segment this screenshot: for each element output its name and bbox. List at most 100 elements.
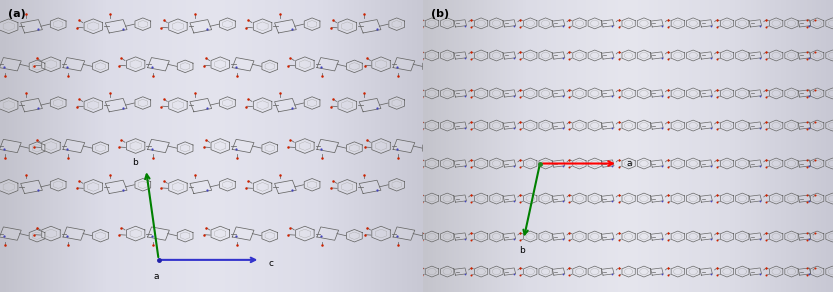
Polygon shape: [651, 160, 663, 167]
Polygon shape: [637, 193, 651, 204]
Polygon shape: [359, 20, 381, 33]
Polygon shape: [92, 60, 108, 73]
Polygon shape: [0, 139, 21, 153]
Polygon shape: [770, 231, 783, 242]
Polygon shape: [426, 193, 438, 204]
Polygon shape: [749, 160, 761, 167]
Polygon shape: [785, 266, 798, 277]
Polygon shape: [736, 120, 749, 131]
Polygon shape: [573, 266, 586, 277]
Polygon shape: [50, 97, 66, 109]
Polygon shape: [721, 18, 734, 29]
Polygon shape: [490, 120, 503, 131]
Polygon shape: [220, 178, 235, 191]
Polygon shape: [552, 90, 565, 97]
Polygon shape: [317, 139, 338, 153]
Polygon shape: [721, 158, 734, 169]
Polygon shape: [686, 266, 700, 277]
Polygon shape: [601, 122, 614, 129]
Polygon shape: [671, 193, 685, 204]
Polygon shape: [552, 122, 565, 129]
Polygon shape: [169, 98, 187, 112]
Polygon shape: [671, 50, 685, 61]
Polygon shape: [50, 178, 66, 191]
Polygon shape: [637, 231, 651, 242]
Polygon shape: [588, 88, 601, 99]
Polygon shape: [826, 120, 833, 131]
Polygon shape: [686, 120, 700, 131]
Polygon shape: [296, 226, 314, 241]
Polygon shape: [700, 52, 712, 59]
Polygon shape: [275, 180, 297, 194]
Polygon shape: [490, 231, 503, 242]
Polygon shape: [671, 231, 685, 242]
Polygon shape: [749, 20, 761, 27]
Polygon shape: [811, 18, 824, 29]
Polygon shape: [503, 20, 516, 27]
Polygon shape: [637, 158, 651, 169]
Polygon shape: [798, 20, 811, 27]
Polygon shape: [454, 160, 466, 167]
Polygon shape: [785, 50, 798, 61]
Polygon shape: [622, 18, 636, 29]
Polygon shape: [552, 52, 565, 59]
Polygon shape: [622, 120, 636, 131]
Text: c: c: [269, 259, 274, 268]
Polygon shape: [190, 98, 212, 112]
Polygon shape: [651, 90, 663, 97]
Polygon shape: [92, 142, 108, 154]
Polygon shape: [601, 268, 614, 275]
Polygon shape: [426, 120, 438, 131]
Polygon shape: [826, 50, 833, 61]
Polygon shape: [826, 18, 833, 29]
Polygon shape: [190, 180, 212, 194]
Polygon shape: [253, 19, 272, 34]
Polygon shape: [135, 97, 151, 109]
Polygon shape: [539, 120, 552, 131]
Polygon shape: [84, 19, 102, 34]
Polygon shape: [454, 52, 466, 59]
Polygon shape: [651, 52, 663, 59]
Polygon shape: [490, 158, 503, 169]
Polygon shape: [127, 139, 145, 153]
Polygon shape: [21, 180, 42, 194]
Polygon shape: [135, 178, 151, 191]
Polygon shape: [503, 233, 516, 240]
Polygon shape: [651, 268, 663, 275]
Polygon shape: [524, 231, 537, 242]
Polygon shape: [475, 266, 487, 277]
Polygon shape: [686, 193, 700, 204]
Polygon shape: [785, 88, 798, 99]
Polygon shape: [601, 90, 614, 97]
Polygon shape: [539, 50, 552, 61]
Polygon shape: [426, 158, 438, 169]
Text: a: a: [154, 272, 159, 281]
Polygon shape: [552, 195, 565, 202]
Polygon shape: [573, 231, 586, 242]
Polygon shape: [359, 180, 381, 194]
Polygon shape: [798, 195, 811, 202]
Polygon shape: [770, 193, 783, 204]
Polygon shape: [736, 88, 749, 99]
Polygon shape: [372, 226, 391, 241]
Polygon shape: [503, 268, 516, 275]
Polygon shape: [426, 231, 438, 242]
Polygon shape: [296, 139, 314, 153]
Polygon shape: [21, 20, 42, 33]
Polygon shape: [826, 231, 833, 242]
Polygon shape: [588, 120, 601, 131]
Polygon shape: [573, 120, 586, 131]
Polygon shape: [105, 180, 127, 194]
Polygon shape: [177, 60, 193, 73]
Polygon shape: [211, 57, 230, 72]
Polygon shape: [42, 226, 60, 241]
Polygon shape: [135, 18, 151, 30]
Polygon shape: [622, 88, 636, 99]
Polygon shape: [601, 233, 614, 240]
Polygon shape: [601, 195, 614, 202]
Polygon shape: [736, 158, 749, 169]
Polygon shape: [552, 160, 565, 167]
Polygon shape: [671, 266, 685, 277]
Polygon shape: [262, 230, 277, 242]
Polygon shape: [811, 50, 824, 61]
